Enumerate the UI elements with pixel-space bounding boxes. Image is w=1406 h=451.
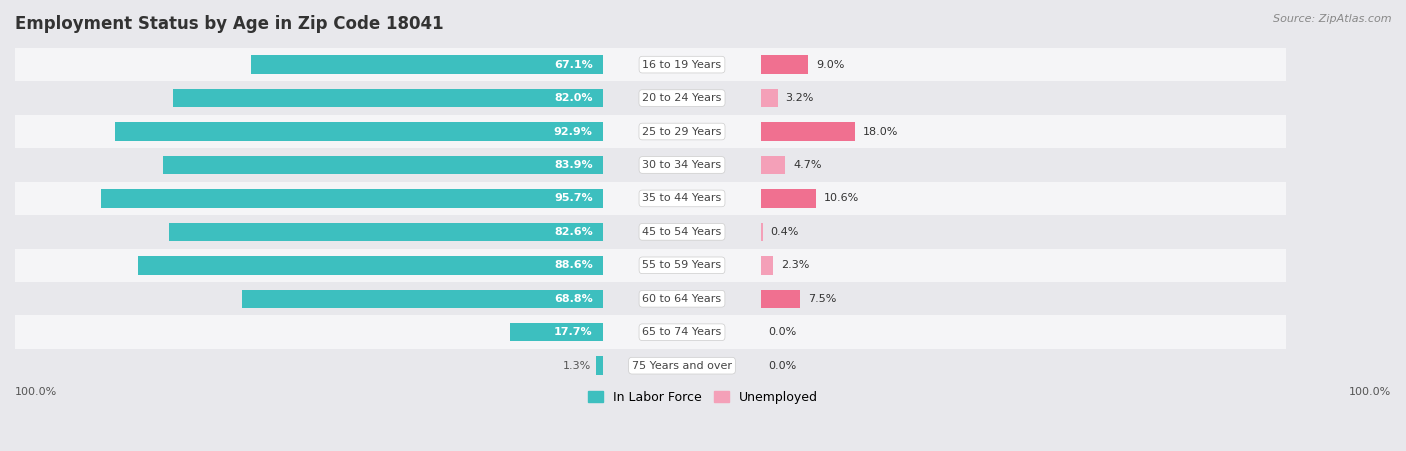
Bar xyxy=(0,115,1286,148)
Legend: In Labor Force, Unemployed: In Labor Force, Unemployed xyxy=(583,386,823,409)
Text: 10.6%: 10.6% xyxy=(824,193,859,203)
Text: 95.7%: 95.7% xyxy=(554,193,593,203)
Bar xyxy=(510,323,603,341)
Text: 88.6%: 88.6% xyxy=(554,260,593,270)
Bar xyxy=(242,290,603,308)
Text: 7.5%: 7.5% xyxy=(808,294,837,304)
Bar xyxy=(0,349,1286,382)
Text: 45 to 54 Years: 45 to 54 Years xyxy=(643,227,721,237)
Bar xyxy=(0,249,1286,282)
Bar xyxy=(0,215,1286,249)
Text: 82.6%: 82.6% xyxy=(554,227,593,237)
Text: Employment Status by Age in Zip Code 18041: Employment Status by Age in Zip Code 180… xyxy=(15,15,444,33)
Text: 65 to 74 Years: 65 to 74 Years xyxy=(643,327,721,337)
Text: 82.0%: 82.0% xyxy=(554,93,593,103)
Bar xyxy=(250,55,603,74)
Text: 16 to 19 Years: 16 to 19 Years xyxy=(643,60,721,69)
Bar xyxy=(115,122,603,141)
Text: 3.2%: 3.2% xyxy=(786,93,814,103)
Text: 2.3%: 2.3% xyxy=(780,260,808,270)
Bar xyxy=(163,156,603,174)
Bar xyxy=(0,81,1286,115)
Bar xyxy=(761,290,800,308)
Bar xyxy=(169,223,603,241)
Text: Source: ZipAtlas.com: Source: ZipAtlas.com xyxy=(1274,14,1392,23)
Text: 0.0%: 0.0% xyxy=(769,327,797,337)
Text: 9.0%: 9.0% xyxy=(815,60,844,69)
Bar xyxy=(101,189,603,207)
Text: 18.0%: 18.0% xyxy=(863,127,898,137)
Bar xyxy=(761,55,808,74)
Text: 83.9%: 83.9% xyxy=(554,160,593,170)
Bar xyxy=(0,48,1286,81)
Text: 25 to 29 Years: 25 to 29 Years xyxy=(643,127,721,137)
Bar xyxy=(0,182,1286,215)
Text: 20 to 24 Years: 20 to 24 Years xyxy=(643,93,721,103)
Text: 100.0%: 100.0% xyxy=(1348,387,1391,397)
Text: 60 to 64 Years: 60 to 64 Years xyxy=(643,294,721,304)
Text: 92.9%: 92.9% xyxy=(554,127,593,137)
Bar xyxy=(761,189,817,207)
Bar xyxy=(0,316,1286,349)
Text: 0.4%: 0.4% xyxy=(770,227,799,237)
Text: 75 Years and over: 75 Years and over xyxy=(631,361,733,371)
Bar xyxy=(761,156,786,174)
Bar xyxy=(0,282,1286,316)
Text: 4.7%: 4.7% xyxy=(793,160,823,170)
Text: 30 to 34 Years: 30 to 34 Years xyxy=(643,160,721,170)
Text: 100.0%: 100.0% xyxy=(15,387,58,397)
Bar xyxy=(0,148,1286,182)
Bar xyxy=(761,89,778,107)
Text: 67.1%: 67.1% xyxy=(554,60,593,69)
Text: 55 to 59 Years: 55 to 59 Years xyxy=(643,260,721,270)
Bar xyxy=(173,89,603,107)
Text: 68.8%: 68.8% xyxy=(554,294,593,304)
Text: 1.3%: 1.3% xyxy=(562,361,591,371)
Bar xyxy=(761,122,855,141)
Text: 0.0%: 0.0% xyxy=(769,361,797,371)
Bar xyxy=(761,223,763,241)
Text: 35 to 44 Years: 35 to 44 Years xyxy=(643,193,721,203)
Bar xyxy=(596,356,603,375)
Text: 17.7%: 17.7% xyxy=(554,327,593,337)
Bar xyxy=(761,256,773,275)
Bar xyxy=(138,256,603,275)
